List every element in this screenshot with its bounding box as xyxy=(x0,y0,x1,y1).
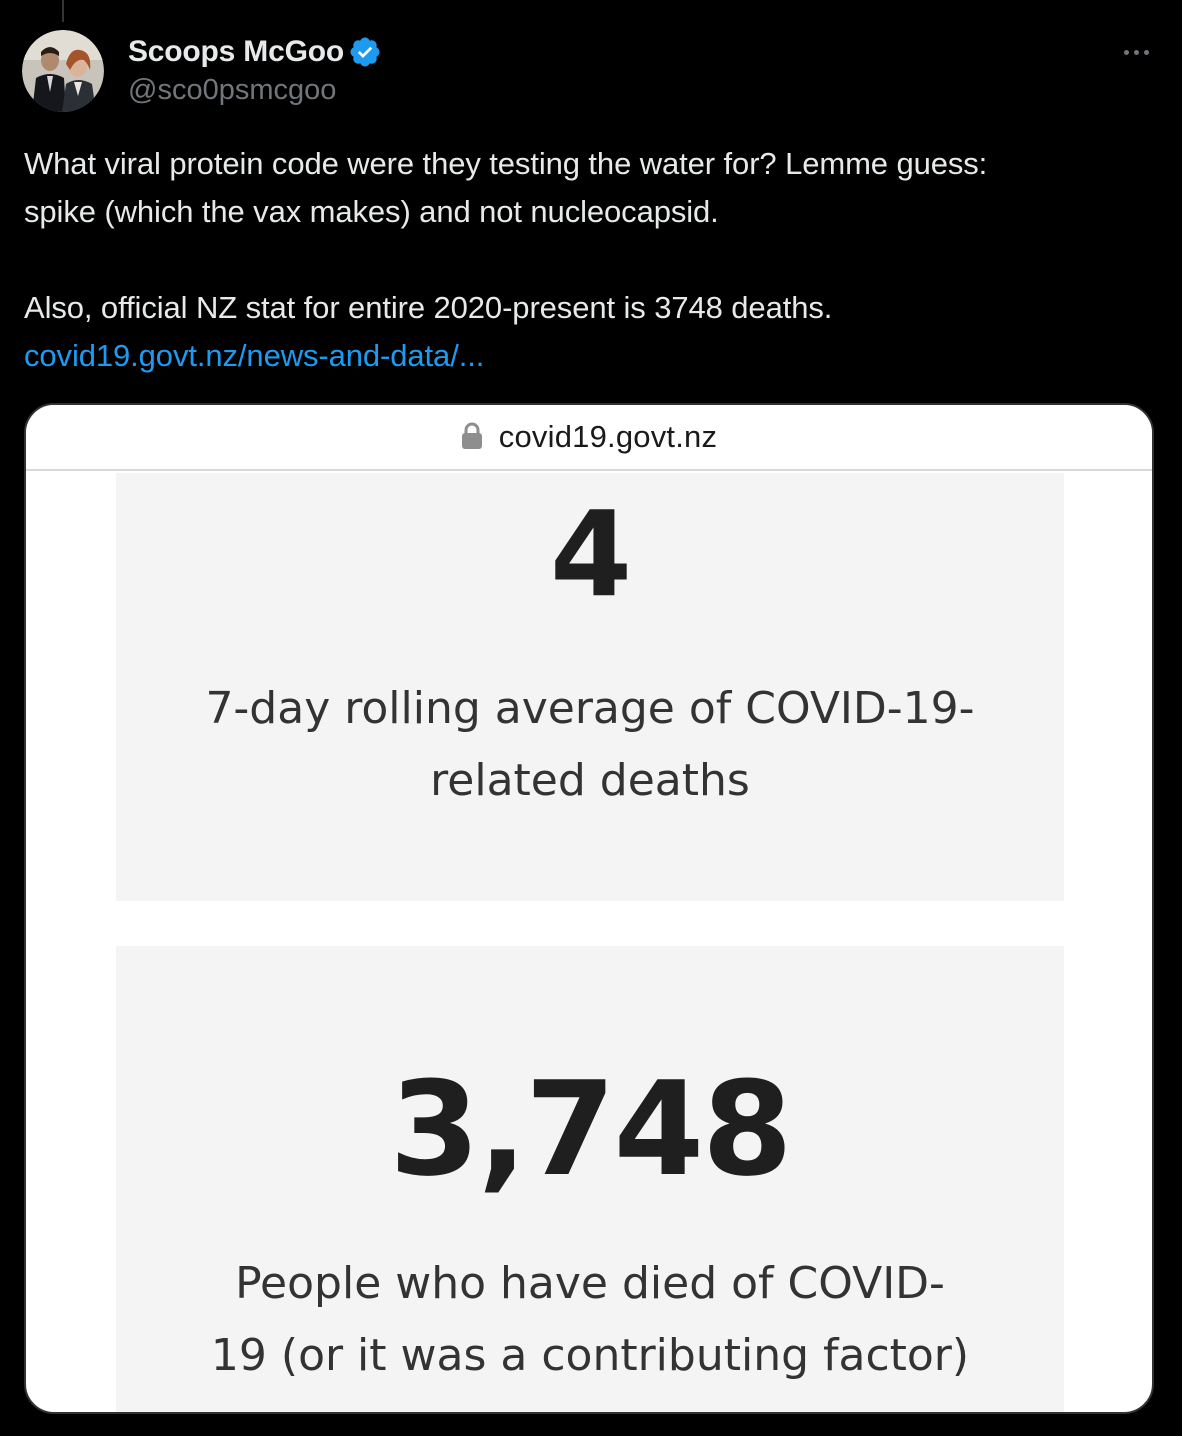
tweet-text-line: What viral protein code were they testin… xyxy=(24,146,988,181)
verified-badge-icon[interactable] xyxy=(348,35,382,69)
stat-label-line: related deaths xyxy=(430,755,750,806)
tweet-media-card[interactable]: covid19.govt.nz 4 7-day rolling average … xyxy=(24,403,1154,1414)
stat-label-line: People who have died of COVID- xyxy=(235,1258,945,1309)
tweet-text-line: spike (which the vax makes) and not nucl… xyxy=(24,194,719,229)
tweet-body: What viral protein code were they testin… xyxy=(24,140,1154,380)
browser-url-bar: covid19.govt.nz xyxy=(26,405,1152,471)
paragraph-gap xyxy=(24,236,1154,284)
url-domain: covid19.govt.nz xyxy=(498,419,718,454)
more-dot xyxy=(1123,49,1129,55)
more-dot xyxy=(1143,49,1149,55)
stat-value: 3,748 xyxy=(389,1053,792,1205)
lock-icon xyxy=(461,422,482,449)
tweet-link[interactable]: covid19.govt.nz/news-and-data/... xyxy=(24,338,485,373)
stat-value: 4 xyxy=(549,485,632,623)
thread-connector-line xyxy=(62,0,64,22)
stat-label: 7-day rolling average of COVID-19- relat… xyxy=(180,673,1000,817)
author-display-name[interactable]: Scoops McGoo xyxy=(128,35,344,68)
author-name-row[interactable]: Scoops McGoo xyxy=(128,32,382,72)
author-handle[interactable]: @sco0psmcgoo xyxy=(128,74,337,106)
stat-label: People who have died of COVID- 19 (or it… xyxy=(180,1248,1000,1392)
more-dot xyxy=(1133,49,1139,55)
stat-card-rolling-average: 4 7-day rolling average of COVID-19- rel… xyxy=(116,473,1064,901)
stat-card-total-deaths: 3,748 People who have died of COVID- 19 … xyxy=(116,946,1064,1412)
stat-label-line: 19 (or it was a contributing factor) xyxy=(210,1330,970,1381)
stat-label-line: 7-day rolling average of COVID-19- xyxy=(205,683,975,734)
more-options-icon[interactable] xyxy=(1116,40,1156,64)
tweet-text-line: Also, official NZ stat for entire 2020-p… xyxy=(24,290,833,325)
avatar-photo-icon xyxy=(22,30,104,112)
author-avatar[interactable] xyxy=(22,30,104,112)
